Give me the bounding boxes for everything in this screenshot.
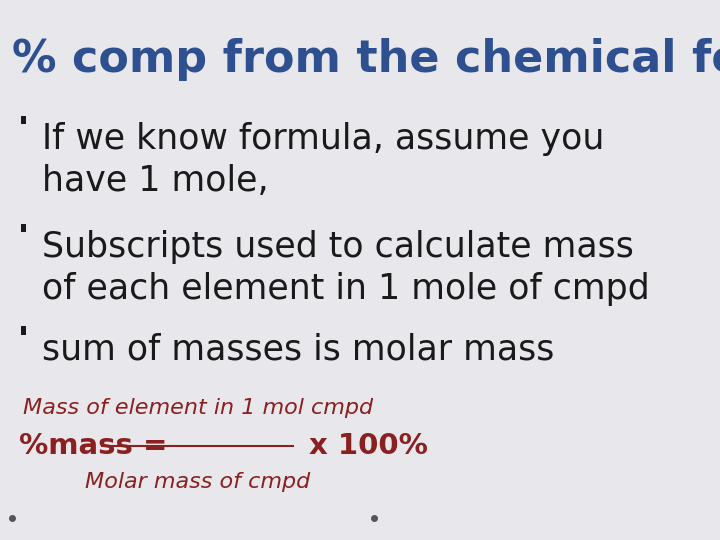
Text: %mass =: %mass = xyxy=(19,431,168,460)
Text: If we know formula, assume you
have 1 mole,: If we know formula, assume you have 1 mo… xyxy=(42,122,605,198)
Text: Subscripts used to calculate mass
of each element in 1 mole of cmpd: Subscripts used to calculate mass of eac… xyxy=(42,230,650,306)
Text: Molar mass of cmpd: Molar mass of cmpd xyxy=(85,472,310,492)
Text: Mass of element in 1 mol cmpd: Mass of element in 1 mol cmpd xyxy=(23,399,373,418)
FancyBboxPatch shape xyxy=(21,224,26,232)
FancyBboxPatch shape xyxy=(21,116,26,124)
Text: % comp from the chemical formula: % comp from the chemical formula xyxy=(12,38,720,81)
FancyBboxPatch shape xyxy=(21,326,26,335)
Text: sum of masses is molar mass: sum of masses is molar mass xyxy=(42,332,555,366)
Text: x 100%: x 100% xyxy=(309,431,428,460)
